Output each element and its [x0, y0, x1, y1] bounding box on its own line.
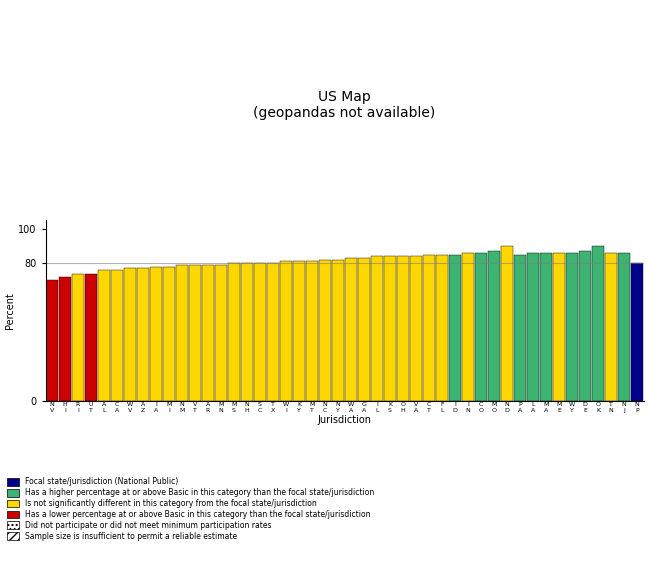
Bar	[164, 266, 174, 401]
Bar	[476, 253, 486, 401]
Bar	[632, 263, 643, 401]
Y-axis label: Percent: Percent	[5, 292, 16, 329]
Bar	[151, 266, 162, 401]
Bar	[449, 254, 460, 401]
Bar	[606, 253, 617, 401]
Bar	[397, 256, 408, 401]
Bar	[216, 265, 226, 401]
Bar	[515, 254, 526, 401]
Bar	[359, 258, 369, 401]
Bar	[112, 270, 122, 401]
Bar	[125, 268, 136, 401]
Bar	[268, 263, 279, 401]
Bar	[346, 258, 356, 401]
Bar	[255, 263, 266, 401]
Bar	[424, 254, 434, 401]
Bar	[229, 263, 239, 401]
Bar	[502, 246, 513, 401]
Bar	[60, 277, 71, 401]
Legend: Focal state/jurisdiction (National Public), Has a higher percentage at or above : Focal state/jurisdiction (National Publi…	[7, 477, 374, 541]
Bar	[580, 251, 591, 401]
Bar	[332, 260, 343, 401]
Bar	[99, 270, 109, 401]
Bar	[203, 265, 213, 401]
Bar	[528, 253, 539, 401]
Bar	[190, 265, 200, 401]
Bar	[384, 256, 395, 401]
Bar	[47, 280, 58, 401]
Text: US Map
(geopandas not available): US Map (geopandas not available)	[254, 90, 436, 120]
Bar	[489, 251, 500, 401]
Bar	[437, 254, 447, 401]
Bar	[86, 273, 97, 401]
Bar	[242, 263, 252, 401]
Bar	[462, 253, 473, 401]
Bar	[307, 261, 318, 401]
X-axis label: Jurisdiction: Jurisdiction	[317, 415, 372, 425]
Bar	[371, 256, 382, 401]
Bar	[176, 265, 187, 401]
Bar	[319, 260, 330, 401]
Bar	[554, 253, 565, 401]
Bar	[593, 246, 604, 401]
Bar	[411, 256, 421, 401]
Bar	[619, 253, 630, 401]
Bar	[294, 261, 304, 401]
Bar	[138, 268, 148, 401]
Bar	[73, 273, 83, 401]
Bar	[281, 261, 292, 401]
Bar	[567, 253, 578, 401]
Bar	[541, 253, 552, 401]
